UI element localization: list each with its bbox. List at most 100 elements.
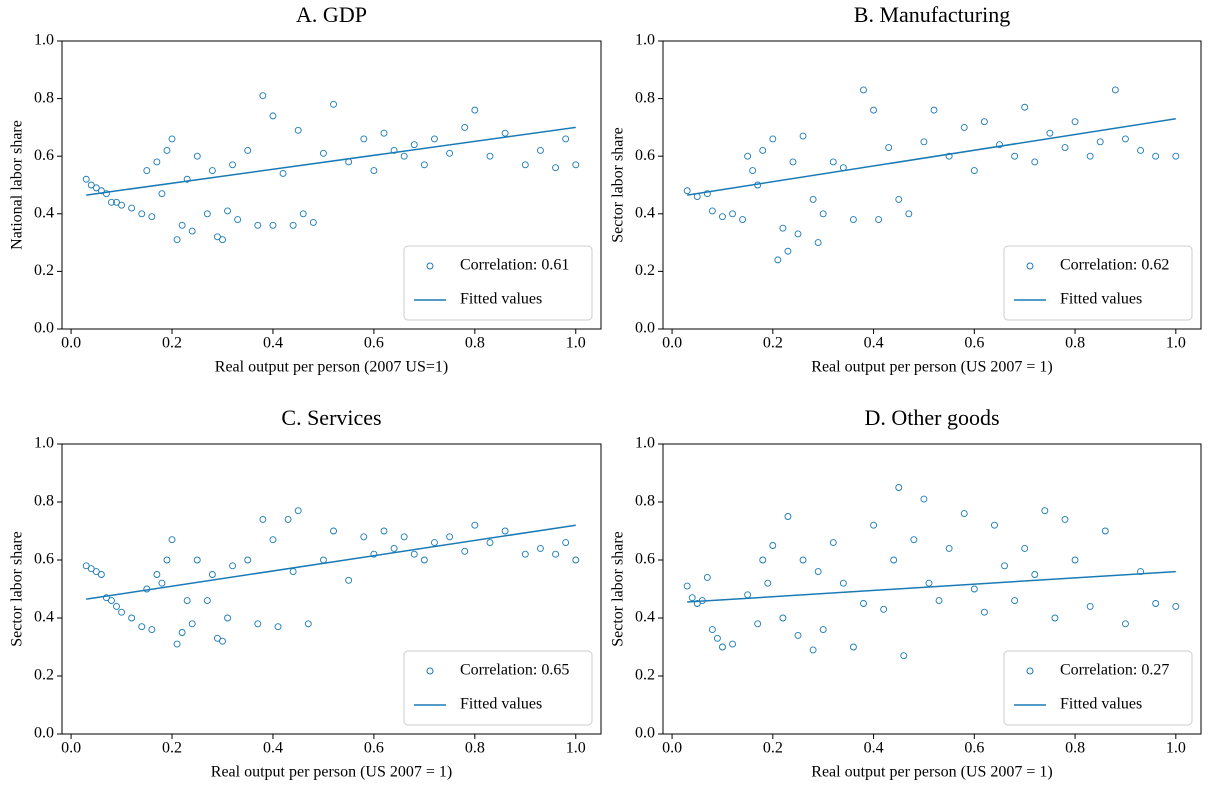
plot-area	[662, 40, 1202, 330]
scatter-point	[683, 187, 691, 195]
y-tick-label: 1.0	[34, 32, 54, 49]
scatter-point	[1111, 86, 1119, 94]
scatter-point	[163, 146, 171, 154]
scatter-point	[304, 620, 312, 628]
scatter-point	[880, 605, 888, 613]
scatter-point	[254, 620, 262, 628]
scatter-point	[754, 620, 762, 628]
scatter-point	[572, 556, 580, 564]
scatter-point	[784, 513, 792, 520]
scatter-point	[420, 556, 428, 564]
scatter-point	[744, 152, 752, 160]
scatter-point	[289, 221, 297, 229]
scatter-point	[1071, 556, 1079, 564]
scatter-point	[108, 597, 115, 605]
scatter-point	[960, 510, 968, 518]
x-tick-label: 0.2	[763, 335, 783, 352]
scatter-point	[92, 184, 100, 192]
scatter-point	[259, 515, 267, 523]
scatter-point	[1011, 597, 1019, 605]
legend-box	[403, 650, 593, 726]
scatter-point	[420, 161, 428, 169]
scatter-point	[708, 207, 716, 215]
x-tick-label: 0.0	[662, 335, 682, 352]
y-tick-label: 0.0	[635, 320, 655, 337]
x-tick-label: 0.2	[162, 740, 182, 757]
scatter-point	[870, 521, 878, 529]
scatter-point	[203, 597, 211, 605]
x-tick-label: 0.6	[364, 740, 384, 757]
scatter-point	[849, 643, 857, 651]
y-axis-label: Sector labor share	[610, 531, 627, 647]
scatter-point	[1011, 152, 1019, 160]
scatter-point	[138, 623, 146, 631]
scatter-point	[183, 597, 191, 605]
scatter-point	[895, 195, 903, 203]
scatter-point	[431, 135, 438, 143]
scatter-point	[819, 210, 827, 218]
scatter-point	[1152, 152, 1160, 160]
scatter-point	[219, 236, 226, 244]
scatter-point	[82, 562, 90, 570]
legend-label: Fitted values	[460, 696, 542, 713]
scatter-point	[996, 141, 1003, 149]
panel-title: B. Manufacturing	[854, 2, 1010, 27]
scatter-point	[309, 218, 317, 226]
scatter-point	[148, 213, 156, 221]
scatter-point	[779, 614, 787, 622]
scatter-point	[390, 146, 398, 154]
scatter-point	[203, 210, 211, 218]
scatter-point	[501, 129, 509, 137]
scatter-point	[148, 626, 156, 634]
scatter-point	[1001, 562, 1008, 570]
scatter-point	[870, 106, 878, 114]
fitted-line	[86, 126, 576, 196]
scatter-point	[486, 152, 494, 160]
scatter-point	[1152, 600, 1160, 607]
scatter-point	[794, 631, 802, 639]
scatter-point	[128, 204, 136, 212]
scatter-point	[860, 86, 867, 94]
y-tick-label: 0.6	[635, 551, 655, 568]
scatter-point	[562, 539, 570, 547]
scatter-point	[208, 167, 216, 175]
legend-label: Fitted values	[1060, 696, 1142, 713]
scatter-point	[400, 152, 408, 160]
scatter-point	[208, 571, 216, 578]
scatter-point	[1096, 138, 1104, 146]
scatter-point	[829, 158, 837, 166]
scatter-point	[183, 175, 191, 183]
scatter-point	[274, 623, 282, 631]
scatter-point	[299, 210, 307, 218]
scatter-point	[925, 579, 933, 587]
scatter-point	[572, 161, 580, 169]
scatter-point	[143, 167, 151, 175]
plot-area	[662, 443, 1202, 735]
scatter-point	[814, 568, 822, 576]
x-tick-label: 0.0	[61, 740, 81, 757]
scatter-point	[168, 536, 176, 544]
scatter-point	[128, 614, 136, 622]
scatter-point	[683, 582, 691, 590]
scatter-point	[688, 594, 696, 602]
x-tick-label: 0.4	[263, 335, 283, 352]
plot-area	[61, 40, 602, 330]
scatter-point	[814, 239, 822, 247]
scatter-point	[920, 495, 928, 503]
scatter-point	[729, 210, 736, 218]
legend-box	[1003, 650, 1193, 726]
y-tick-label: 0.6	[635, 147, 655, 164]
y-tick-label: 0.2	[34, 262, 54, 279]
scatter-point	[536, 146, 544, 154]
scatter-point	[158, 579, 166, 587]
scatter-point	[1071, 118, 1079, 126]
scatter-point	[1051, 614, 1059, 622]
x-tick-label: 0.0	[662, 740, 682, 757]
y-tick-label: 1.0	[635, 435, 655, 452]
y-tick-label: 0.4	[34, 609, 54, 626]
scatter-point	[380, 129, 388, 137]
x-tick-label: 0.4	[864, 335, 884, 352]
x-axis-label: Real output per person (2007 US=1)	[215, 359, 448, 376]
scatter-point	[400, 533, 408, 541]
scatter-point	[562, 135, 570, 143]
